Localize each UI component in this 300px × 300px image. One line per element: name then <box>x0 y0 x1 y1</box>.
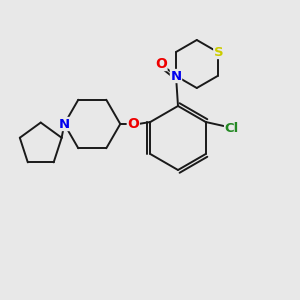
Text: S: S <box>214 46 224 59</box>
Text: N: N <box>170 70 182 83</box>
Text: Cl: Cl <box>225 122 239 136</box>
Text: O: O <box>155 56 167 70</box>
Text: O: O <box>127 117 139 131</box>
Text: N: N <box>59 118 70 130</box>
